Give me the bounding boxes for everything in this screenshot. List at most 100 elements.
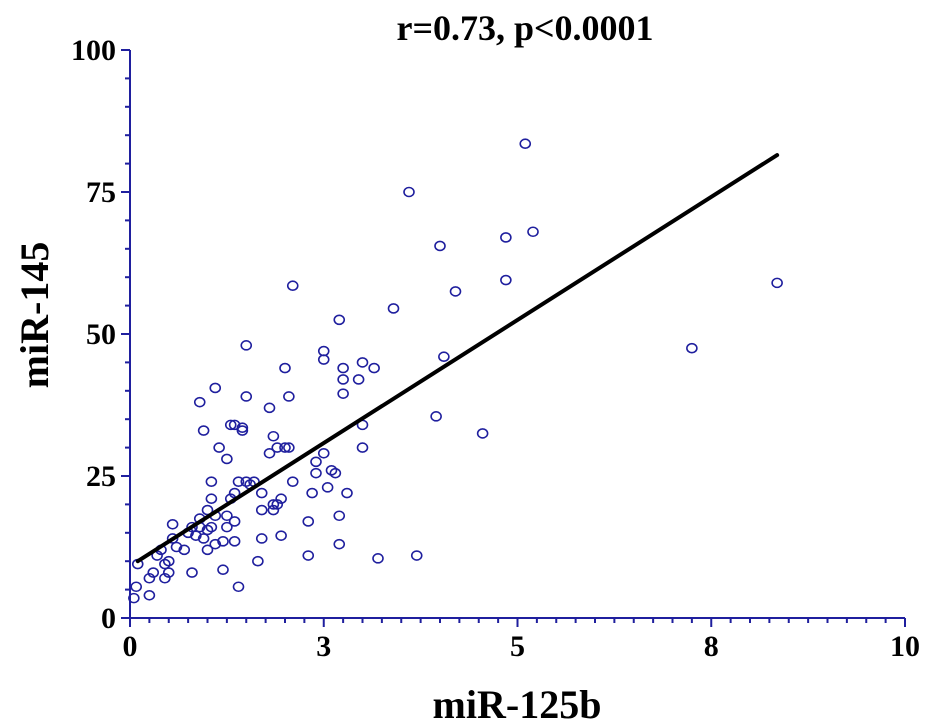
y-tick-label: 100 <box>71 34 116 67</box>
data-point <box>143 572 156 584</box>
chart-title: r=0.73, p<0.0001 <box>396 8 653 48</box>
data-point <box>217 564 229 576</box>
data-point <box>255 487 268 499</box>
y-tick-label: 75 <box>86 176 116 209</box>
data-point <box>228 536 241 547</box>
data-point <box>333 314 346 326</box>
data-point <box>143 589 156 601</box>
data-point <box>356 442 369 453</box>
plot-axes <box>129 50 905 619</box>
data-point <box>519 138 532 150</box>
data-point <box>255 504 268 516</box>
data-point <box>159 572 171 584</box>
data-point <box>178 544 191 556</box>
data-point <box>267 499 280 510</box>
data-point <box>221 453 233 465</box>
x-tick-label: 10 <box>890 630 920 663</box>
data-point <box>283 391 295 402</box>
data-point <box>771 277 783 289</box>
data-point <box>197 533 210 544</box>
data-point <box>430 411 442 422</box>
data-point <box>205 521 218 533</box>
data-point <box>263 402 276 414</box>
data-point <box>449 286 462 297</box>
data-point <box>333 510 346 522</box>
y-tick-label: 50 <box>86 318 116 351</box>
data-point <box>275 530 287 541</box>
y-tick-label: 0 <box>101 602 116 635</box>
data-point <box>236 425 249 436</box>
x-axis-label: miR-125b <box>433 682 602 727</box>
data-point <box>221 521 233 533</box>
y-tick-label: 25 <box>86 460 116 493</box>
data-point <box>147 567 160 578</box>
data-point <box>130 581 142 593</box>
data-point <box>686 342 698 354</box>
data-point <box>279 442 291 453</box>
data-point <box>205 493 218 505</box>
data-point <box>321 482 334 493</box>
data-point <box>337 374 349 385</box>
data-point <box>325 465 338 476</box>
data-point <box>205 476 218 487</box>
data-point <box>240 391 253 402</box>
data-point <box>190 530 202 541</box>
data-point <box>527 226 539 238</box>
data-point <box>197 425 210 436</box>
data-point <box>228 516 241 527</box>
data-point <box>236 422 249 434</box>
data-point <box>337 388 349 399</box>
x-tick-label: 3 <box>316 630 331 663</box>
axis-ticks <box>121 49 906 627</box>
data-point <box>267 430 280 442</box>
data-point <box>232 581 245 593</box>
data-point <box>213 442 225 453</box>
regression-line <box>135 153 780 564</box>
data-point <box>224 419 237 431</box>
data-point <box>275 493 287 505</box>
data-point <box>352 374 365 385</box>
data-point <box>209 538 222 550</box>
x-tick-label: 0 <box>123 630 138 663</box>
data-point <box>232 476 245 487</box>
data-point <box>302 516 315 527</box>
data-point <box>310 467 322 479</box>
data-point <box>476 428 489 439</box>
data-point <box>341 487 353 499</box>
data-point <box>166 518 179 530</box>
data-point <box>170 541 183 553</box>
axis-tick-labels: 0 25 50 75 100 0 3 5 8 10 <box>71 34 920 663</box>
data-point <box>271 442 284 453</box>
data-point <box>166 533 179 544</box>
data-point <box>356 357 369 368</box>
data-point <box>193 396 206 408</box>
data-point <box>271 499 284 510</box>
data-point <box>217 536 229 547</box>
data-point <box>240 340 253 351</box>
data-points <box>128 138 783 604</box>
data-point <box>186 521 198 533</box>
data-point <box>387 303 400 314</box>
data-point <box>317 447 330 459</box>
x-tick-label: 8 <box>704 630 719 663</box>
data-point <box>128 592 140 604</box>
data-point <box>267 504 280 516</box>
data-point <box>438 351 450 363</box>
data-point <box>317 354 330 365</box>
data-point <box>228 419 241 431</box>
data-point <box>286 280 299 292</box>
data-point <box>333 538 346 550</box>
data-point <box>186 567 198 578</box>
data-point <box>410 550 423 561</box>
data-point <box>302 550 315 561</box>
data-point <box>263 447 276 459</box>
data-point <box>306 487 318 499</box>
data-point <box>240 476 253 487</box>
data-point <box>329 467 342 479</box>
data-point <box>403 186 415 198</box>
data-point <box>201 544 214 556</box>
y-axis-label: miR-145 <box>12 242 57 389</box>
data-point <box>162 567 175 578</box>
data-point <box>283 442 295 453</box>
